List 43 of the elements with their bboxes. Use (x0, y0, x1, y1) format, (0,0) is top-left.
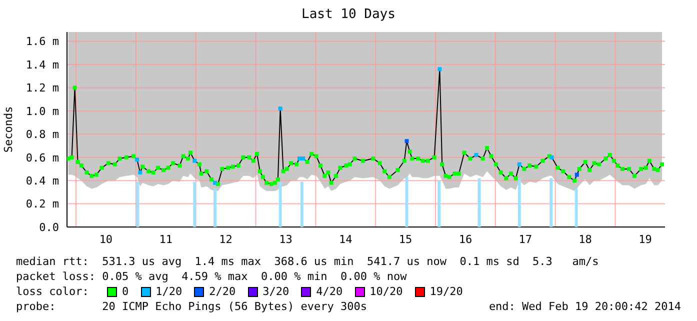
legend-title: loss color: (16, 284, 90, 299)
point (438, 67, 442, 72)
point (138, 170, 142, 174)
x-tick-label: 13 (279, 232, 292, 246)
point (213, 180, 217, 185)
legend-label: 2/20 (209, 284, 236, 299)
text: median rtt: 531.3 us avg 1.4 ms max 368.6 us min 541.7 us now 0.1 ms sd 5.3 am/s (16, 254, 600, 269)
y-axis-title: Seconds (2, 106, 15, 153)
point (574, 172, 579, 177)
x-tick-label: 15 (398, 232, 412, 246)
text: packet loss: 0.05 % avg 4.59 % max 0.00 % min 0.00 % now (16, 269, 408, 284)
point (517, 162, 522, 166)
x-tick-label: 14 (339, 232, 353, 246)
x-tick-label: 12 (219, 232, 232, 246)
x-tick-label: 11 (159, 232, 172, 246)
legend-label: 19/20 (430, 284, 463, 299)
x-tick-label: 10 (99, 232, 113, 246)
point (301, 156, 306, 161)
x-tick-label: 17 (518, 232, 532, 246)
y-tick-label: 0.4 m (26, 174, 60, 188)
point (404, 139, 409, 144)
legend-label: 0 (122, 284, 129, 299)
y-tick-label: 1.2 m (26, 82, 60, 95)
y-tick-label: 1.4 m (26, 58, 60, 72)
y-tick-label: 1.0 m (26, 104, 60, 118)
y-tick-label: 1.6 m (26, 35, 60, 48)
x-tick-label: 18 (578, 232, 592, 246)
legend-label: 4/20 (316, 284, 343, 299)
y-tick-label: 0.2 m (26, 198, 60, 211)
x-tick-label: 16 (458, 232, 472, 246)
legend-label: 1/20 (156, 284, 182, 299)
chart-title: Last 10 Days (300, 7, 396, 22)
y-tick-label: 0.8 m (26, 128, 60, 142)
text: end: Wed Feb 19 20:00:42 2014 (488, 299, 681, 314)
y-tick-label: 0.6 m (26, 151, 60, 164)
text: probe: 20 ICMP Echo Pings (56 Bytes) every 300s (16, 299, 367, 314)
legend-label: 3/20 (262, 284, 290, 299)
legend-label: 10/20 (370, 284, 403, 299)
y-tick-label: 0.0 (39, 220, 59, 234)
x-tick-label: 19 (638, 232, 652, 246)
point (278, 106, 282, 111)
point (474, 153, 478, 158)
point (550, 155, 554, 160)
